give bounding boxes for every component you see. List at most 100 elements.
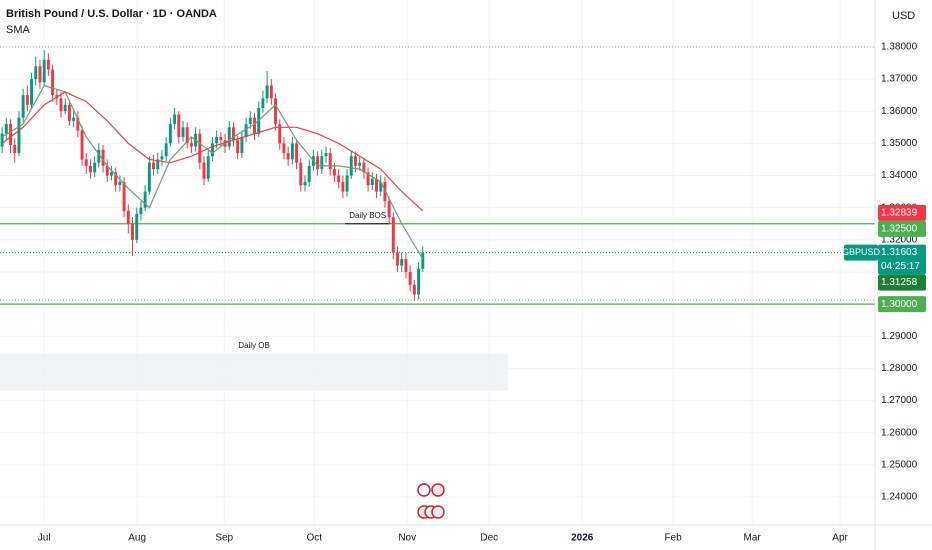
event-icon[interactable] bbox=[431, 505, 445, 519]
y-tick-label: 1.37000 bbox=[881, 74, 918, 85]
candle-body bbox=[290, 143, 294, 160]
x-tick-label: Nov bbox=[398, 533, 416, 544]
candle-body bbox=[160, 156, 164, 160]
candle-body bbox=[67, 104, 71, 121]
y-tick-label: 1.27000 bbox=[881, 395, 918, 406]
x-tick-label: 2026 bbox=[571, 533, 594, 544]
candle-body bbox=[21, 95, 25, 118]
event-icons[interactable] bbox=[417, 483, 445, 519]
candle-body bbox=[42, 59, 46, 83]
candle-body bbox=[177, 114, 181, 137]
candle-body bbox=[345, 175, 349, 192]
candle-body bbox=[337, 175, 341, 182]
candle-body bbox=[353, 156, 357, 166]
candle-body bbox=[274, 98, 278, 125]
sma-line bbox=[1, 84, 424, 260]
candle-body bbox=[105, 165, 109, 176]
candle-body bbox=[341, 181, 345, 192]
candle-body bbox=[97, 149, 101, 163]
candle-body bbox=[240, 136, 244, 154]
candle-body bbox=[391, 217, 395, 253]
candle-body bbox=[168, 124, 172, 144]
event-icon[interactable] bbox=[417, 483, 431, 497]
candle-body bbox=[156, 159, 160, 170]
candle-body bbox=[244, 124, 248, 137]
x-tick-label: Apr bbox=[832, 533, 848, 544]
candle-body bbox=[232, 127, 235, 141]
candle-body bbox=[76, 117, 80, 131]
x-tick-label: Feb bbox=[664, 533, 682, 544]
candle-body bbox=[101, 149, 105, 166]
y-tick-label: 1.28000 bbox=[881, 363, 918, 374]
candle-body bbox=[417, 268, 421, 295]
candle-body bbox=[366, 172, 370, 186]
countdown: 04:25:17 bbox=[881, 261, 920, 272]
candle-body bbox=[303, 181, 307, 186]
candle-body bbox=[118, 181, 122, 186]
candle-body bbox=[358, 162, 362, 166]
candle-body bbox=[421, 252, 425, 269]
x-tick-label: Mar bbox=[744, 533, 762, 544]
candle-body bbox=[400, 259, 404, 266]
candle-body bbox=[147, 162, 151, 192]
candle-body bbox=[135, 214, 139, 240]
candle-body bbox=[227, 127, 231, 147]
candle-body bbox=[30, 79, 34, 105]
candle-body bbox=[4, 124, 8, 134]
candle-body bbox=[131, 223, 134, 240]
candle-body bbox=[84, 159, 88, 166]
candle-body bbox=[122, 181, 126, 211]
y-tick-label: 1.34000 bbox=[881, 170, 918, 181]
x-tick-label: Dec bbox=[480, 533, 498, 544]
annotation-label: Daily BOS bbox=[349, 211, 386, 220]
candle-body bbox=[307, 165, 311, 182]
candle-body bbox=[219, 136, 223, 141]
x-tick-label: Oct bbox=[306, 533, 322, 544]
candle-body bbox=[332, 169, 336, 176]
y-tick-label: 1.36000 bbox=[881, 106, 918, 117]
candle-body bbox=[404, 259, 408, 272]
indicator-label: SMA bbox=[6, 24, 31, 36]
y-tick-label: 1.35000 bbox=[881, 138, 918, 149]
symbol-label: GBPUSD bbox=[842, 247, 881, 257]
candle-body bbox=[215, 136, 219, 144]
candle-body bbox=[0, 133, 4, 147]
y-tick-label: 1.38000 bbox=[881, 42, 918, 53]
candle-body bbox=[126, 210, 130, 224]
price-tag bbox=[878, 204, 926, 221]
y-tick-label: 1.29000 bbox=[881, 331, 918, 342]
candle-body bbox=[202, 162, 206, 179]
price-tag-label: 1.30000 bbox=[881, 299, 918, 310]
candle-body bbox=[59, 98, 63, 112]
price-tag-label: 1.32839 bbox=[881, 208, 918, 219]
price-tag bbox=[878, 220, 926, 237]
candle-body bbox=[185, 127, 189, 144]
candle-body bbox=[324, 153, 328, 157]
candle-body bbox=[362, 162, 366, 173]
candle-body bbox=[396, 252, 400, 266]
event-icon[interactable] bbox=[431, 483, 445, 497]
sma-line bbox=[1, 91, 424, 212]
candle-body bbox=[139, 207, 143, 215]
zone-label: Daily OB bbox=[238, 341, 270, 350]
candle-body bbox=[328, 153, 332, 170]
candle-body bbox=[236, 140, 240, 154]
candle-body bbox=[181, 127, 185, 137]
candle-body bbox=[198, 133, 202, 163]
candle-body bbox=[17, 117, 21, 154]
candle-body bbox=[63, 104, 67, 112]
candle-body bbox=[387, 201, 391, 218]
candle-body bbox=[46, 59, 50, 70]
candle-body bbox=[206, 156, 210, 179]
candle-body bbox=[25, 95, 29, 105]
candle-body bbox=[34, 66, 38, 80]
candle-body bbox=[269, 85, 273, 99]
candle-body bbox=[152, 162, 156, 170]
candle-body bbox=[210, 143, 214, 157]
x-tick-label: Sep bbox=[215, 533, 233, 544]
candle-body bbox=[88, 165, 92, 173]
candle-body bbox=[13, 144, 17, 154]
candle-body bbox=[261, 98, 265, 109]
x-tick-label: Aug bbox=[128, 533, 146, 544]
candle-body bbox=[320, 156, 324, 170]
